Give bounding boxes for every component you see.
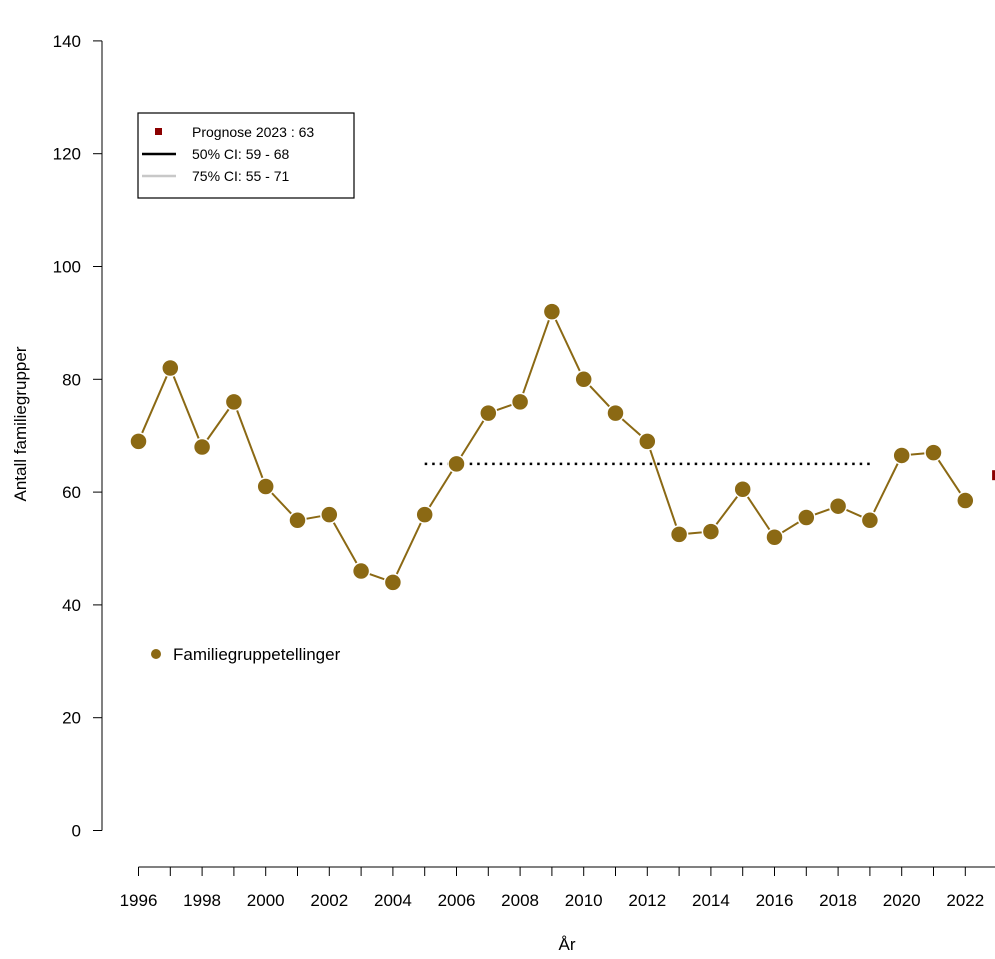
data-point <box>447 454 466 474</box>
x-tick-label: 2012 <box>628 891 666 910</box>
data-point <box>479 403 498 423</box>
legend-box <box>137 112 355 199</box>
data-point <box>828 496 848 516</box>
series-legend: Familiegruppetellinger <box>151 645 341 664</box>
data-point <box>797 508 816 527</box>
x-tick-label: 2006 <box>438 891 476 910</box>
x-tick-label: 1996 <box>120 891 158 910</box>
data-point <box>638 432 657 451</box>
x-tick-label: 2010 <box>565 891 603 910</box>
x-tick-label: 2020 <box>883 891 921 910</box>
data-point <box>574 370 593 389</box>
series-legend-label: Familiegruppetellinger <box>173 645 341 664</box>
legend-ci50-label: 50% CI: 59 - 68 <box>192 146 289 162</box>
y-tick-label: 100 <box>53 258 81 277</box>
legend-ci75-label: 75% CI: 55 - 71 <box>192 168 289 184</box>
x-tick-label: 2002 <box>310 891 348 910</box>
data-point <box>733 480 752 499</box>
data-point <box>288 511 307 530</box>
data-point <box>383 573 403 592</box>
data-point <box>542 302 562 321</box>
y-tick-label: 40 <box>62 596 81 615</box>
data-point <box>129 432 148 451</box>
series-group <box>129 302 975 592</box>
data-point <box>256 477 275 496</box>
x-tick-label: 2014 <box>692 891 730 910</box>
data-point <box>606 403 625 423</box>
x-tick-label: 1998 <box>183 891 221 910</box>
series-line <box>137 308 967 584</box>
data-point <box>351 561 371 581</box>
forecast-group <box>992 470 995 481</box>
x-tick-label: 2016 <box>756 891 794 910</box>
data-point <box>924 443 943 462</box>
y-tick-label: 20 <box>62 709 81 728</box>
legend-forecast-marker <box>155 128 162 135</box>
legend: Prognose 2023 : 63 50% CI: 59 - 68 75% C… <box>137 112 355 199</box>
y-tick-label: 80 <box>62 370 81 389</box>
data-point <box>669 525 689 544</box>
data-point <box>892 446 911 465</box>
y-tick-label: 60 <box>62 483 81 502</box>
forecast-point <box>992 470 995 481</box>
x-axis-title: År <box>559 935 576 954</box>
x-tick-label: 2018 <box>819 891 857 910</box>
legend-forecast-label: Prognose 2023 : 63 <box>192 124 314 140</box>
data-point <box>765 527 784 547</box>
y-tick-label: 0 <box>72 822 81 841</box>
y-tick-label: 140 <box>53 32 81 51</box>
data-point <box>956 491 975 510</box>
data-point <box>224 392 244 412</box>
x-tick-label: 2022 <box>946 891 984 910</box>
data-point <box>320 505 339 524</box>
data-point <box>192 437 212 457</box>
data-point <box>701 522 721 541</box>
data-point <box>510 392 530 412</box>
data-point <box>860 511 880 530</box>
series-legend-marker <box>151 649 161 659</box>
y-axis-title: Antall familiegrupper <box>11 346 30 501</box>
data-point <box>161 358 180 378</box>
axes: 0 20 40 60 80 100 120 140 1996 1998 2000 2002 2004 20… <box>53 32 995 910</box>
data-point <box>415 505 434 524</box>
x-tick-label: 2000 <box>247 891 285 910</box>
y-tick-label: 120 <box>53 145 81 164</box>
x-tick-label: 2004 <box>374 891 412 910</box>
x-tick-label: 2008 <box>501 891 539 910</box>
